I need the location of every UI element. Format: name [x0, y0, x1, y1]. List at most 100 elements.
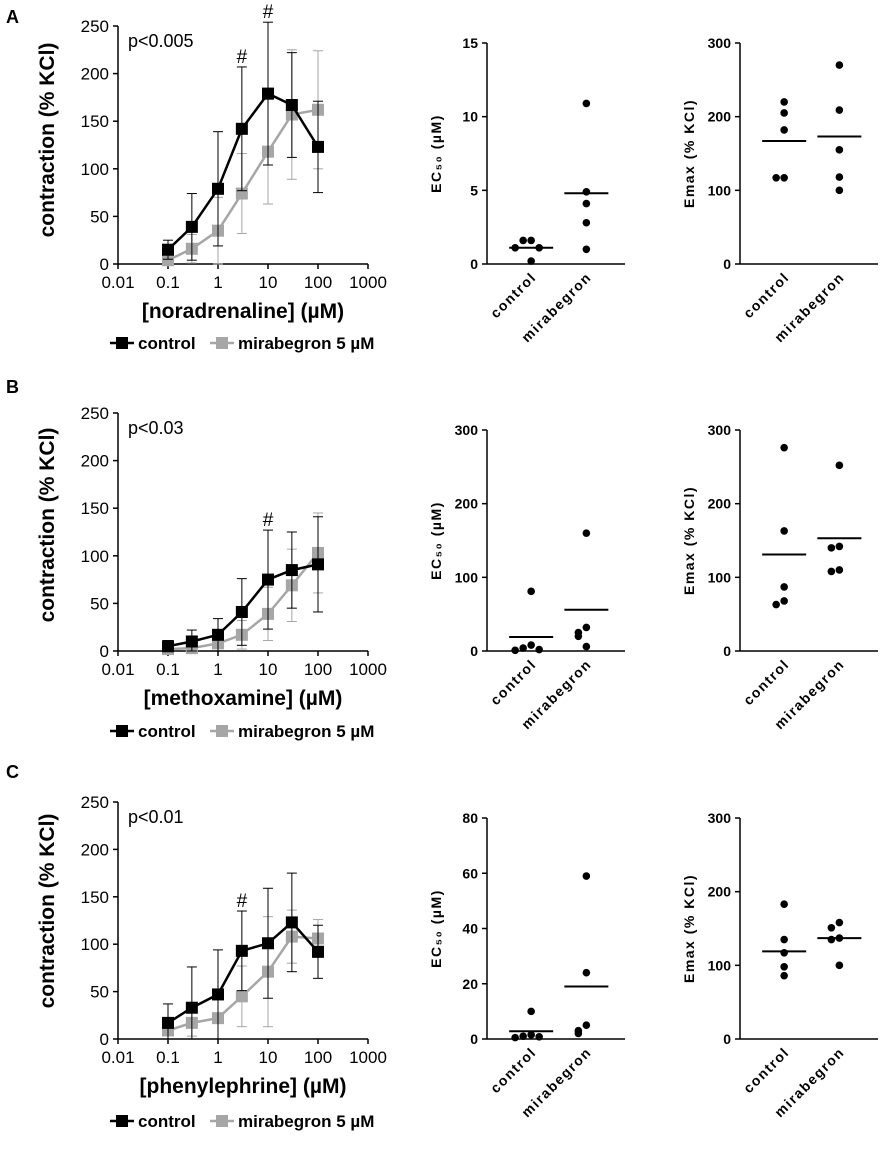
- y-tick-label: 5: [470, 182, 478, 198]
- data-point: [519, 236, 527, 245]
- legend-label: mirabegron 5 µM: [238, 334, 374, 353]
- category-label: control: [487, 269, 539, 321]
- y-tick-label: 200: [708, 496, 732, 512]
- y-tick-label: 250: [81, 793, 109, 812]
- data-point: [212, 628, 224, 641]
- y-tick-label: 50: [90, 207, 109, 226]
- x-tick-label: 1: [213, 1048, 222, 1067]
- data-point: [582, 872, 591, 880]
- legend: control mirabegron 5 µM: [110, 722, 374, 741]
- y-tick-label: 0: [723, 1031, 731, 1047]
- y-axis-title: EC₅₀ (µM): [428, 114, 444, 193]
- y-tick-label: 20: [462, 976, 478, 992]
- data-point: [780, 949, 788, 957]
- data-point: [312, 140, 324, 153]
- data-point: [835, 918, 844, 927]
- y-axis-title: contraction (% KCl): [36, 43, 59, 238]
- data-point: [582, 642, 591, 651]
- data-point: [827, 567, 836, 576]
- y-tick-label: 100: [81, 935, 109, 954]
- data-point: [772, 600, 780, 609]
- legend-marker: [116, 725, 128, 737]
- data-point: [780, 971, 788, 980]
- data-point: [574, 1029, 583, 1038]
- legend-label: mirabegron 5 µM: [238, 1112, 374, 1131]
- x-tick-label: 0.1: [156, 1048, 180, 1067]
- data-point: [574, 632, 583, 641]
- x-tick-label: 1: [213, 273, 222, 292]
- x-tick-label: 10: [259, 660, 278, 679]
- y-tick-label: 0: [470, 1031, 478, 1047]
- x-tick-label: 0.1: [156, 660, 180, 679]
- panel-label: B: [6, 377, 19, 397]
- data-point: [285, 916, 298, 929]
- x-tick-label: 100: [304, 660, 332, 679]
- y-tick-label: 200: [708, 109, 732, 125]
- series-control: [162, 516, 324, 653]
- y-tick-label: 0: [723, 256, 731, 272]
- x-tick-label: 10: [259, 273, 278, 292]
- legend-marker: [116, 337, 128, 349]
- y-tick-label: 150: [81, 499, 109, 518]
- legend-marker: [116, 1115, 128, 1127]
- data-point: [835, 461, 844, 470]
- data-point: [262, 937, 274, 950]
- legend: control mirabegron 5 µM: [110, 334, 374, 353]
- data-point: [582, 529, 591, 537]
- data-point: [519, 1032, 527, 1041]
- y-tick-label: 100: [81, 160, 109, 179]
- data-point: [212, 988, 224, 1001]
- y-tick-label: 100: [708, 182, 732, 198]
- data-point: [312, 558, 324, 571]
- legend-label: control: [138, 334, 196, 353]
- y-tick-label: 300: [708, 35, 732, 51]
- data-point: [582, 199, 591, 208]
- data-point: [835, 566, 844, 574]
- y-axis-title: EC₅₀ (µM): [428, 501, 444, 580]
- data-point: [185, 1001, 198, 1014]
- y-tick-label: 200: [81, 452, 109, 471]
- y-tick-label: 100: [708, 957, 732, 973]
- data-point: [535, 645, 543, 654]
- legend-marker: [216, 337, 228, 349]
- significance-marker: #: [237, 47, 248, 68]
- data-point: [835, 934, 844, 942]
- data-point: [780, 597, 788, 605]
- x-axis-title: [methoxamine] (µM): [144, 687, 343, 710]
- y-tick-label: 250: [81, 17, 109, 36]
- data-point: [285, 99, 298, 112]
- p-value: p<0.01: [128, 807, 184, 827]
- y-tick-label: 300: [708, 810, 732, 826]
- panel-label: A: [6, 7, 19, 27]
- significance-marker: #: [263, 510, 274, 531]
- data-point: [780, 174, 788, 182]
- panel-b-curve-chart: 0 50 100 150 200 250 0.01 0.1 1 10 100 1000 contract…: [36, 404, 387, 741]
- x-tick-label: 1000: [349, 660, 387, 679]
- data-point: [235, 944, 248, 957]
- data-point: [835, 146, 844, 154]
- data-point: [780, 126, 788, 134]
- data-point: [835, 542, 844, 551]
- x-axis-title: [phenylephrine] (µM): [140, 1075, 347, 1098]
- y-tick-label: 15: [462, 35, 478, 51]
- x-tick-label: 0.01: [101, 660, 134, 679]
- data-point: [511, 646, 519, 655]
- data-point: [162, 254, 174, 267]
- data-point: [780, 109, 788, 117]
- y-tick-label: 0: [470, 643, 478, 659]
- category-label: control: [740, 269, 792, 321]
- legend: control mirabegron 5 µM: [110, 1112, 374, 1131]
- data-point: [772, 174, 780, 182]
- y-tick-label: 100: [708, 569, 732, 585]
- data-point: [262, 573, 274, 586]
- x-tick-label: 100: [304, 273, 332, 292]
- data-point: [780, 963, 788, 971]
- data-point: [235, 990, 248, 1003]
